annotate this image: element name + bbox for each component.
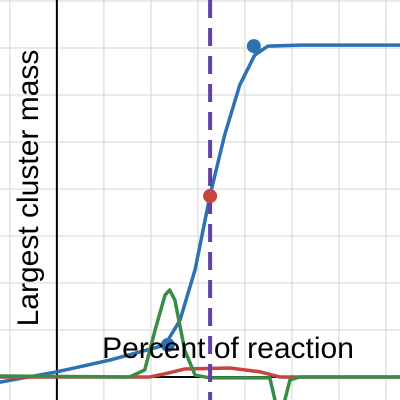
- curve: [0, 366, 400, 379]
- point: [246, 39, 261, 54]
- curve: [0, 288, 400, 400]
- y-axis-label: Largest cluster mass: [12, 50, 45, 327]
- point: [203, 189, 218, 204]
- point: [160, 338, 175, 353]
- x-axis-label: Percent of reaction: [102, 332, 354, 365]
